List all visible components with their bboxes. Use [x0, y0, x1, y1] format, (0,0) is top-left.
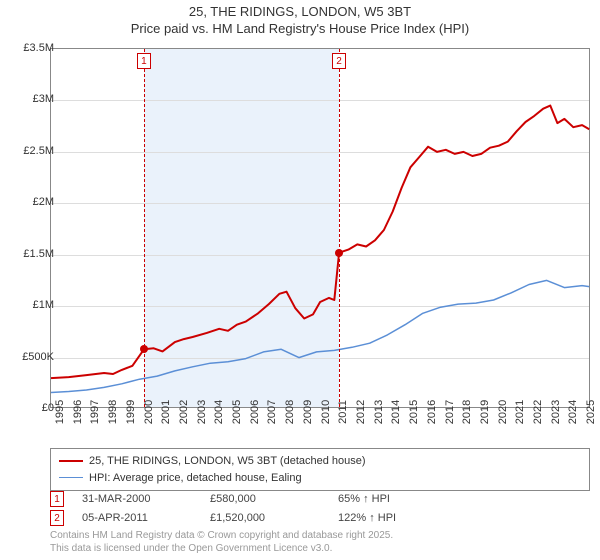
transaction-date-1: 31-MAR-2000 [82, 490, 192, 509]
y-tick-label: £3M [33, 93, 54, 105]
transaction-marker-1: 1 [50, 491, 64, 507]
plot-area: 12 [50, 48, 590, 408]
y-tick-label: £0 [42, 402, 54, 414]
series-price-paid [51, 106, 589, 379]
x-tick-label: 2023 [550, 400, 562, 424]
x-tick-label: 2009 [302, 400, 314, 424]
x-tick-label: 2022 [532, 400, 544, 424]
y-tick-label: £1.5M [23, 248, 54, 260]
chart-title-block: 25, THE RIDINGS, LONDON, W5 3BT Price pa… [0, 0, 600, 38]
y-tick-label: £500K [22, 351, 54, 363]
x-tick-label: 2020 [497, 400, 509, 424]
footer-line-1: Contains HM Land Registry data © Crown c… [50, 530, 590, 543]
x-tick-label: 2010 [320, 400, 332, 424]
x-tick-label: 2004 [213, 400, 225, 424]
x-tick-label: 2001 [160, 400, 172, 424]
x-tick-label: 2018 [461, 400, 473, 424]
x-tick-label: 1998 [107, 400, 119, 424]
legend-row-hpi: HPI: Average price, detached house, Eali… [59, 470, 581, 487]
x-tick-label: 2021 [514, 400, 526, 424]
legend-swatch-hpi [59, 477, 83, 478]
transaction-price-1: £580,000 [210, 490, 320, 509]
transaction-hpi-1: 65% ↑ HPI [338, 490, 390, 509]
transaction-row-1: 1 31-MAR-2000 £580,000 65% ↑ HPI [50, 490, 590, 509]
legend-box: 25, THE RIDINGS, LONDON, W5 3BT (detache… [50, 448, 590, 491]
x-tick-label: 1996 [72, 400, 84, 424]
x-tick-label: 1999 [125, 400, 137, 424]
x-tick-label: 2017 [444, 400, 456, 424]
y-tick-label: £2.5M [23, 145, 54, 157]
y-tick-label: £1M [33, 299, 54, 311]
transaction-marker-2: 2 [50, 510, 64, 526]
x-tick-label: 2015 [408, 400, 420, 424]
x-tick-label: 2006 [249, 400, 261, 424]
x-tick-label: 2013 [373, 400, 385, 424]
marker-dot-2 [335, 249, 343, 257]
transaction-price-2: £1,520,000 [210, 509, 320, 528]
y-tick-label: £3.5M [23, 42, 54, 54]
series-hpi [51, 280, 589, 392]
chart-container: 25, THE RIDINGS, LONDON, W5 3BT Price pa… [0, 0, 600, 560]
x-tick-label: 2008 [284, 400, 296, 424]
legend-label-hpi: HPI: Average price, detached house, Eali… [89, 470, 302, 487]
x-tick-label: 2012 [355, 400, 367, 424]
transaction-date-2: 05-APR-2011 [82, 509, 192, 528]
x-tick-label: 2024 [567, 400, 579, 424]
transaction-row-2: 2 05-APR-2011 £1,520,000 122% ↑ HPI [50, 509, 590, 528]
legend-swatch-price-paid [59, 460, 83, 462]
x-tick-label: 2007 [266, 400, 278, 424]
x-tick-label: 2005 [231, 400, 243, 424]
line-series-svg [51, 49, 589, 407]
x-tick-label: 2016 [426, 400, 438, 424]
marker-box-1: 1 [137, 53, 151, 69]
title-line-1: 25, THE RIDINGS, LONDON, W5 3BT [0, 4, 600, 21]
marker-dot-1 [140, 345, 148, 353]
transactions-table: 1 31-MAR-2000 £580,000 65% ↑ HPI 2 05-AP… [50, 490, 590, 527]
title-line-2: Price paid vs. HM Land Registry's House … [0, 21, 600, 38]
legend-row-price-paid: 25, THE RIDINGS, LONDON, W5 3BT (detache… [59, 453, 581, 470]
transaction-hpi-2: 122% ↑ HPI [338, 509, 396, 528]
x-tick-label: 2014 [390, 400, 402, 424]
footer-attribution: Contains HM Land Registry data © Crown c… [50, 530, 590, 555]
marker-box-2: 2 [332, 53, 346, 69]
x-tick-label: 2025 [585, 400, 597, 424]
x-tick-label: 1995 [54, 400, 66, 424]
y-tick-label: £2M [33, 196, 54, 208]
x-tick-label: 2002 [178, 400, 190, 424]
footer-line-2: This data is licensed under the Open Gov… [50, 543, 590, 556]
x-tick-label: 1997 [89, 400, 101, 424]
x-tick-label: 2019 [479, 400, 491, 424]
x-tick-label: 2003 [196, 400, 208, 424]
legend-label-price-paid: 25, THE RIDINGS, LONDON, W5 3BT (detache… [89, 453, 366, 470]
marker-line-2 [339, 49, 340, 407]
